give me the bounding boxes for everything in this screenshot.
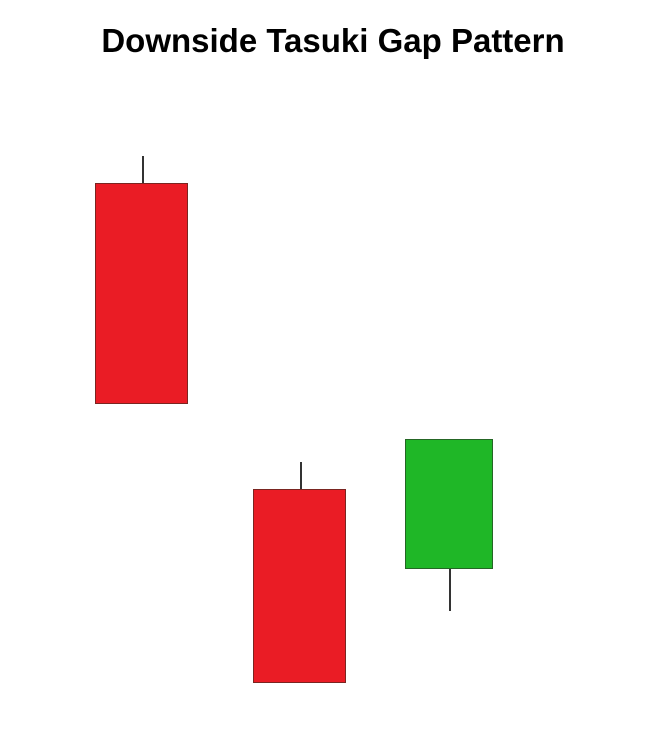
candle-body	[253, 489, 346, 683]
candle-lower-wick	[449, 569, 451, 611]
candle-upper-wick	[142, 156, 144, 183]
candlestick-chart	[0, 0, 666, 743]
candle-body	[405, 439, 493, 569]
candle-upper-wick	[300, 462, 302, 489]
candle-body	[95, 183, 188, 404]
chart-container: Downside Tasuki Gap Pattern	[0, 0, 666, 743]
